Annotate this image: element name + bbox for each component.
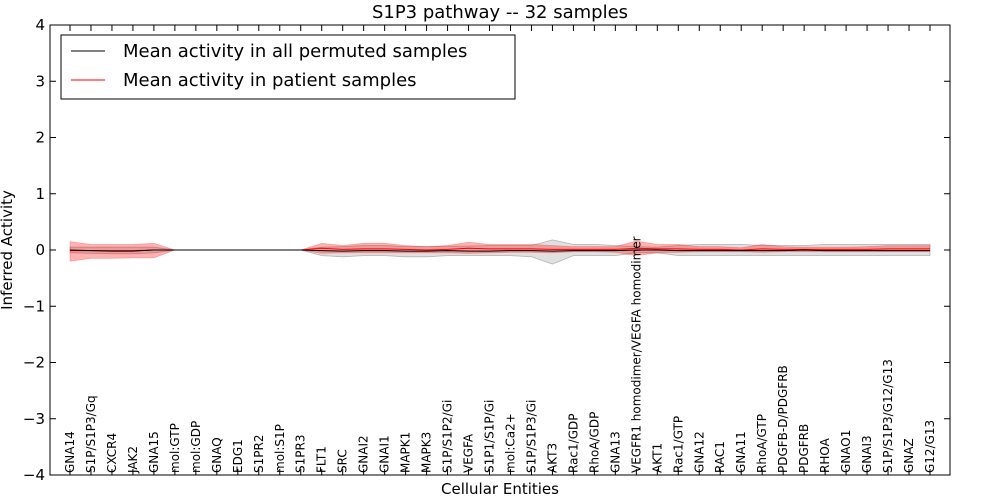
- x-tick-label: mol:GDP: [189, 421, 203, 473]
- x-tick-label: S1P1/S1P/Gi: [483, 400, 497, 473]
- y-tick-label: 0: [35, 241, 45, 259]
- x-tick-label: PDGFRB: [797, 424, 811, 473]
- line-permuted: [69, 249, 930, 252]
- legend-box: [60, 34, 516, 100]
- x-tick-label: Rac1/GTP: [671, 416, 685, 473]
- x-tick-label: MAPK1: [399, 432, 413, 473]
- x-tick-label: S1PR3: [294, 435, 308, 473]
- x-tick-label: CXCR4: [105, 433, 119, 473]
- x-tick-label: GNAQ: [210, 437, 224, 473]
- legend-label-permuted: Mean activity in all permuted samples: [123, 41, 467, 62]
- x-tick-label: S1P/S1P2/Gi: [441, 400, 455, 473]
- x-tick-label: G12/G13: [923, 420, 937, 473]
- legend-label-patient: Mean activity in patient samples: [123, 70, 417, 91]
- x-tick-label: RAC1: [713, 441, 727, 473]
- y-tick-label: 1: [35, 185, 45, 203]
- x-tick-label: mol:GTP: [168, 423, 182, 473]
- x-tick-label: SRC: [336, 449, 350, 473]
- x-tick-label: Rac1/GDP: [566, 414, 580, 473]
- x-tick-label: S1P/S1P3/Gq: [84, 395, 98, 473]
- y-tick-labels: 4 3 2 1 0 −1 −2 −3 −4: [23, 16, 45, 484]
- x-tick-label: AKT3: [545, 443, 559, 473]
- series-lines: [69, 247, 930, 252]
- x-tick-label: S1PR2: [252, 435, 266, 473]
- x-tick-label: GNA14: [63, 431, 77, 473]
- x-tick-label: GNA15: [147, 431, 161, 473]
- legend: Mean activity in all permuted samples Me…: [60, 34, 516, 100]
- x-tick-label: S1P/S1P3/Gi: [525, 400, 539, 473]
- y-tick-label: 4: [35, 16, 45, 34]
- x-tick-label: RHOA: [818, 437, 832, 473]
- y-tick-label: −3: [23, 410, 45, 428]
- x-tick-label: GNA11: [734, 431, 748, 473]
- x-tick-label: GNAI3: [860, 435, 874, 473]
- plot-frame: [49, 24, 951, 476]
- x-tick-label: GNAZ: [902, 438, 916, 473]
- x-tick-label: VEGFA: [462, 433, 476, 473]
- x-tick-label: VEGFR1 homodimer/VEGFA homodimer: [629, 236, 643, 473]
- x-tick-label: mol:Ca2+: [504, 413, 518, 473]
- x-tick-labels: GNA14 S1P/S1P3/Gq CXCR4 JAK2 GNA15 mol:GTP mol…: [63, 236, 937, 474]
- band-permuted: [69, 239, 931, 265]
- y-tick-label: −1: [23, 297, 45, 315]
- x-tick-label: JAK2: [126, 446, 140, 474]
- x-tick-label: GNAO1: [839, 430, 853, 473]
- y-tick-label: 3: [35, 72, 45, 90]
- x-tick-label: S1P/S1P3/G12/G13: [881, 359, 895, 473]
- x-axis-label: Cellular Entities: [441, 480, 559, 498]
- axis-ticks: [50, 24, 950, 476]
- y-tick-label: −4: [23, 466, 45, 484]
- x-tick-label: MAPK3: [420, 432, 434, 473]
- x-tick-label: GNA13: [608, 431, 622, 473]
- x-tick-label: PDGFB-D/PDGFRB: [776, 365, 790, 473]
- x-tick-label: AKT1: [650, 443, 664, 473]
- x-tick-label: GNAI1: [378, 435, 392, 473]
- y-tick-label: −2: [23, 354, 45, 372]
- y-tick-label: 2: [35, 129, 45, 147]
- x-tick-label: EDG1: [231, 439, 245, 473]
- x-tick-label: mol:S1P: [273, 424, 287, 473]
- x-tick-label: GNAI2: [357, 435, 371, 473]
- x-tick-label: RhoA/GTP: [755, 414, 769, 473]
- y-axis-label: Inferred Activity: [0, 190, 16, 310]
- x-tick-label: GNA12: [692, 431, 706, 473]
- x-tick-label: FLT1: [315, 446, 329, 473]
- x-tick-label: RhoA/GDP: [587, 412, 601, 473]
- chart-title: S1P3 pathway -- 32 samples: [372, 2, 628, 23]
